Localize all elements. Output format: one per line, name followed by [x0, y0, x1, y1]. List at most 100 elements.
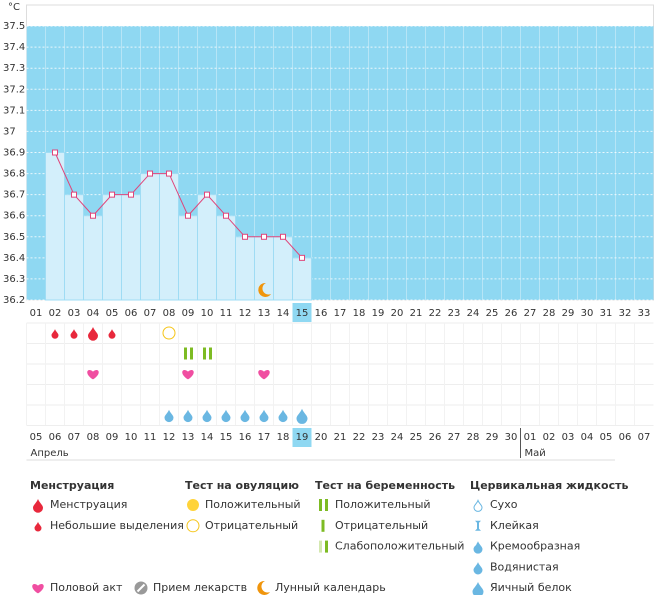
- date-label: 22: [353, 432, 366, 443]
- x-tick-label: 33: [638, 308, 651, 319]
- symbol-mark-part: [278, 409, 288, 423]
- symbol-mark: [70, 329, 78, 339]
- legend-icon-part: [475, 520, 481, 531]
- x-tick-label: 11: [220, 308, 233, 319]
- symbol-mark-part: [51, 329, 59, 339]
- x-tick-label: 07: [144, 308, 157, 319]
- legend-icon-part: [257, 580, 270, 595]
- temperature-point: [128, 191, 134, 198]
- legend-icon: [472, 582, 484, 595]
- x-tick-label: 16: [315, 308, 328, 319]
- date-label: 25: [410, 432, 423, 443]
- symbol-mark-part: [162, 326, 176, 340]
- x-tick-label: 25: [486, 308, 499, 319]
- symbol-mark-part: [221, 409, 231, 423]
- month-label: Апрель: [31, 448, 69, 459]
- legend-label: Положительный: [205, 498, 301, 511]
- date-label: 10: [125, 432, 138, 443]
- date-label: 09: [106, 432, 119, 443]
- legend-label: Слабоположительный: [335, 540, 464, 553]
- x-tick-label: 17: [334, 308, 347, 319]
- legend-label: Отрицательный: [335, 519, 428, 532]
- temperature-bar: [45, 152, 65, 301]
- x-tick-label: 18: [353, 308, 366, 319]
- symbol-mark-part: [87, 369, 99, 380]
- symbol-mark-part: [164, 409, 174, 423]
- legend-icon: [319, 499, 328, 511]
- date-label: 01: [524, 432, 537, 443]
- symbol-mark: [203, 347, 212, 360]
- y-tick-label: 36.2: [3, 295, 25, 306]
- legend-icon: [186, 519, 200, 533]
- temperature-bar: [292, 257, 312, 301]
- legend-icon-part: [473, 562, 483, 575]
- temperature-bar: [178, 215, 198, 301]
- y-tick-label: 36.7: [3, 190, 25, 201]
- symbol-mark-part: [184, 347, 187, 360]
- symbol-mark-part: [190, 347, 193, 360]
- legend-title: Менструация: [30, 479, 114, 492]
- legend-icon-part: [187, 499, 199, 511]
- legend-icon-part: [325, 540, 328, 553]
- legend-icon: [187, 499, 199, 511]
- legend-icon: [475, 520, 481, 531]
- date-label: 13: [182, 432, 195, 443]
- symbol-mark: [296, 408, 308, 424]
- symbol-mark-part: [258, 282, 271, 297]
- date-label: 02: [543, 432, 556, 443]
- date-label: 27: [448, 432, 461, 443]
- date-label: 07: [68, 432, 81, 443]
- legend-label: Прием лекарств: [153, 581, 247, 594]
- x-tick-label: 27: [524, 308, 537, 319]
- date-label: 17: [258, 432, 271, 443]
- temperature-bar: [64, 194, 84, 301]
- legend-icon-part: [186, 519, 200, 533]
- date-label: 14: [201, 432, 214, 443]
- legend-label: Менструация: [50, 498, 127, 511]
- symbol-mark: [183, 409, 193, 423]
- legend-label: Лунный календарь: [275, 581, 386, 594]
- legend-label: Кремообразная: [490, 540, 580, 553]
- legend-icon-part: [321, 519, 325, 532]
- temperature-point: [223, 212, 229, 219]
- temperature-bar: [159, 173, 179, 301]
- symbol-mark: [164, 409, 174, 423]
- symbol-mark-part: [202, 409, 212, 423]
- date-label: 08: [87, 432, 100, 443]
- legend-icon: [471, 541, 483, 554]
- x-tick-label: 13: [258, 308, 271, 319]
- legend-icon-part: [473, 498, 483, 512]
- temperature-bar: [121, 194, 141, 301]
- temperature-point: [166, 170, 172, 177]
- legend-icon-part: [325, 499, 328, 511]
- temperature-bar: [235, 236, 255, 301]
- y-tick-label: 36.3: [3, 274, 25, 285]
- temperature-point: [299, 254, 305, 261]
- x-tick-label: 15: [296, 308, 309, 319]
- date-label: 30: [505, 432, 518, 443]
- symbol-mark: [258, 282, 271, 297]
- date-label: 20: [315, 432, 328, 443]
- date-label: 24: [391, 432, 404, 443]
- legend-icon: [33, 499, 43, 513]
- x-tick-label: 30: [581, 308, 594, 319]
- x-tick-label: 28: [543, 308, 556, 319]
- temperature-point: [109, 191, 115, 198]
- date-label: 23: [372, 432, 385, 443]
- temperature-point: [52, 149, 58, 156]
- temperature-point: [90, 212, 96, 219]
- legend-icon-part: [319, 540, 322, 553]
- symbol-mark-part: [182, 369, 194, 380]
- legend-title: Тест на овуляцию: [185, 479, 299, 492]
- x-tick-label: 12: [239, 308, 252, 319]
- date-label: 12: [163, 432, 176, 443]
- y-tick-label: 36.5: [3, 232, 25, 243]
- legend-label: Отрицательный: [205, 519, 298, 532]
- legend-icon-part: [33, 499, 43, 513]
- legend-icon-part: [136, 583, 146, 593]
- x-tick-label: 03: [68, 308, 81, 319]
- y-tick-label: 37.3: [3, 63, 25, 74]
- legend-label: Водянистая: [490, 560, 559, 573]
- date-label: 05: [600, 432, 613, 443]
